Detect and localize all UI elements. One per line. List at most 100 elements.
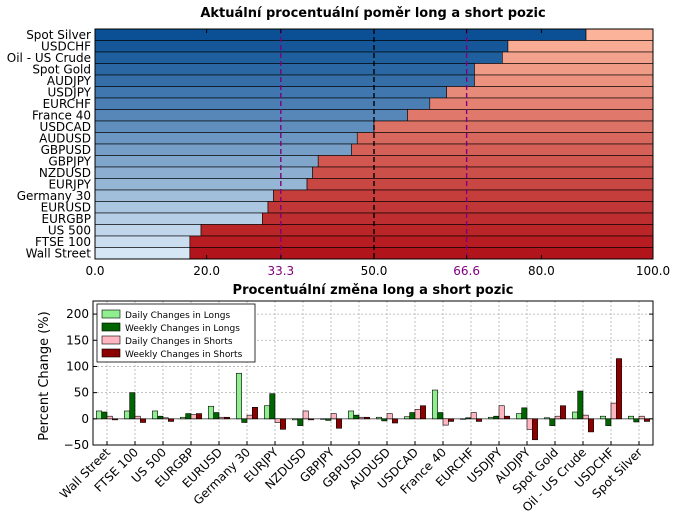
top-x-tick-label-1: 20.0: [193, 264, 220, 278]
bar-weekly-changes-in-shorts-wall-street: [112, 418, 118, 421]
bar-weekly-changes-in-longs-usdjpy: [493, 415, 500, 420]
bar-weekly-changes-in-longs-audjpy: [521, 407, 528, 420]
top-x-tick-label-5: 80.0: [528, 264, 555, 278]
bar-daily-changes-in-shorts-france-40: [442, 418, 449, 426]
top-category-label-france-40: France 40: [32, 108, 91, 122]
bar-daily-changes-in-longs-us-500: [152, 410, 158, 420]
long-bar-gbpjpy: [94, 155, 319, 168]
top-category-label-spot-gold: Spot Gold: [32, 62, 91, 76]
top-category-label-spot-silver: Spot Silver: [26, 28, 91, 42]
bar-weekly-changes-in-longs-eurjpy: [269, 393, 276, 420]
top-category-label-usdchf: USDCHF: [41, 39, 91, 53]
bottom-y-tick-label-5: 200: [66, 307, 89, 321]
legend-label-weekly-changes-in-shorts: Weekly Changes in Shorts: [125, 350, 243, 360]
bottom-chart-title: Procentuální změna long a short pozic: [233, 283, 514, 298]
bar-weekly-changes-in-shorts-oil-us-crude: [588, 418, 594, 433]
bar-daily-changes-in-shorts-usdjpy: [498, 405, 505, 420]
bottom-y-tick-label-0: −50: [64, 438, 89, 452]
top-category-label-eurjpy: EURJPY: [48, 177, 91, 191]
bar-daily-changes-in-shorts-germany-30: [246, 414, 253, 420]
bar-daily-changes-in-shorts-usdcad: [414, 409, 421, 420]
bar-daily-changes-in-longs-eurusd: [208, 405, 214, 420]
bar-weekly-changes-in-shorts-audusd: [392, 418, 398, 424]
bar-weekly-changes-in-longs-ftse-100: [129, 392, 136, 420]
bar-daily-changes-in-shorts-eurusd: [218, 416, 225, 420]
short-bar-spot-gold: [474, 63, 654, 76]
bar-weekly-changes-in-shorts-spot-gold: [560, 405, 566, 420]
long-bar-france-40: [94, 109, 408, 122]
legend-swatch-daily-changes-in-longs: [101, 309, 121, 319]
long-bar-eurjpy: [94, 178, 308, 191]
bar-daily-changes-in-shorts-nzdusd: [302, 410, 309, 420]
bar-daily-changes-in-shorts-gbpjpy: [330, 413, 337, 420]
short-bar-gbpjpy: [317, 155, 654, 168]
long-bar-gbpusd: [94, 143, 352, 156]
bar-daily-changes-in-longs-oil-us-crude: [572, 411, 578, 420]
bar-daily-changes-in-shorts-audjpy: [526, 418, 533, 430]
bar-weekly-changes-in-longs-germany-30: [241, 418, 248, 423]
bar-weekly-changes-in-shorts-usdcad: [420, 405, 426, 420]
bar-daily-changes-in-longs-germany-30: [236, 372, 242, 420]
top-category-label-ftse-100: FTSE 100: [35, 235, 91, 249]
bar-weekly-changes-in-shorts-us-500: [168, 418, 174, 422]
bar-daily-changes-in-longs-spot-gold: [544, 417, 550, 420]
top-x-tick-label-3: 50.0: [361, 264, 388, 278]
bar-daily-changes-in-longs-gbpjpy: [320, 418, 326, 420]
bar-weekly-changes-in-longs-oil-us-crude: [577, 390, 584, 420]
legend-swatch-weekly-changes-in-longs: [101, 322, 121, 332]
short-bar-us-500: [200, 224, 654, 237]
bar-weekly-changes-in-longs-usdcad: [409, 412, 416, 420]
bar-daily-changes-in-longs-audusd: [376, 416, 382, 420]
legend-label-weekly-changes-in-longs: Weekly Changes in Longs: [125, 324, 240, 334]
bar-daily-changes-in-longs-spot-silver: [628, 415, 634, 420]
legend-swatch-weekly-changes-in-shorts: [101, 348, 121, 358]
top-chart-title: Aktuální procentuální poměr long a short…: [200, 6, 545, 21]
bottom-y-tick-label-2: 50: [74, 386, 89, 400]
bar-weekly-changes-in-shorts-gbpusd: [364, 416, 370, 420]
bar-weekly-changes-in-shorts-spot-silver: [644, 418, 650, 422]
bar-weekly-changes-in-longs-spot-gold: [549, 418, 556, 426]
bar-weekly-changes-in-shorts-gbpjpy: [336, 418, 342, 429]
bar-daily-changes-in-shorts-us-500: [162, 417, 169, 420]
bottom-plot-frame: [92, 300, 654, 446]
bar-daily-changes-in-longs-audjpy: [516, 413, 522, 420]
bar-daily-changes-in-shorts-wall-street: [106, 415, 113, 420]
short-bar-eurusd: [267, 201, 654, 214]
short-bar-usdcad: [373, 120, 654, 133]
bar-daily-changes-in-shorts-eurjpy: [274, 418, 281, 423]
top-x-tick-label-6: 100.0: [636, 264, 670, 278]
long-bar-us-500: [94, 224, 202, 237]
bar-weekly-changes-in-shorts-audjpy: [532, 418, 538, 441]
bar-weekly-changes-in-shorts-eurusd: [224, 416, 230, 420]
top-category-label-wall-street: Wall Street: [26, 246, 92, 260]
bar-daily-changes-in-shorts-usdchf: [610, 402, 617, 420]
bar-weekly-changes-in-longs-gbpusd: [353, 414, 360, 420]
bar-daily-changes-in-shorts-spot-gold: [554, 415, 561, 420]
bar-weekly-changes-in-longs-eurusd: [213, 412, 220, 420]
bar-daily-changes-in-longs-france-40: [432, 389, 438, 420]
bar-daily-changes-in-longs-gbpusd: [348, 410, 354, 420]
short-bar-eurjpy: [306, 178, 654, 191]
short-bar-usdjpy: [446, 86, 654, 99]
bar-weekly-changes-in-longs-gbpjpy: [325, 418, 332, 421]
bar-daily-changes-in-shorts-oil-us-crude: [582, 414, 589, 420]
bar-weekly-changes-in-shorts-eurchf: [476, 418, 482, 422]
long-bar-audusd: [94, 132, 358, 145]
bar-daily-changes-in-shorts-ftse-100: [134, 415, 141, 420]
top-category-label-usdjpy: USDJPY: [48, 85, 92, 99]
bar-weekly-changes-in-longs-eurgbp: [185, 413, 192, 420]
bar-weekly-changes-in-shorts-ftse-100: [140, 418, 146, 423]
bar-weekly-changes-in-shorts-germany-30: [252, 406, 258, 420]
bottom-chart-bars: [96, 358, 650, 441]
top-category-label-nzdusd: NZDUSD: [39, 166, 91, 180]
bar-daily-changes-in-longs-ftse-100: [124, 410, 130, 420]
legend-swatch-daily-changes-in-shorts: [101, 335, 121, 345]
long-bar-eurchf: [94, 97, 431, 110]
short-bar-ftse-100: [189, 235, 654, 248]
short-bar-germany-30: [273, 189, 654, 202]
long-bar-eurusd: [94, 201, 269, 214]
bar-weekly-changes-in-longs-usdchf: [605, 418, 612, 426]
legend-box: [96, 303, 256, 363]
short-bar-spot-silver: [585, 28, 654, 41]
